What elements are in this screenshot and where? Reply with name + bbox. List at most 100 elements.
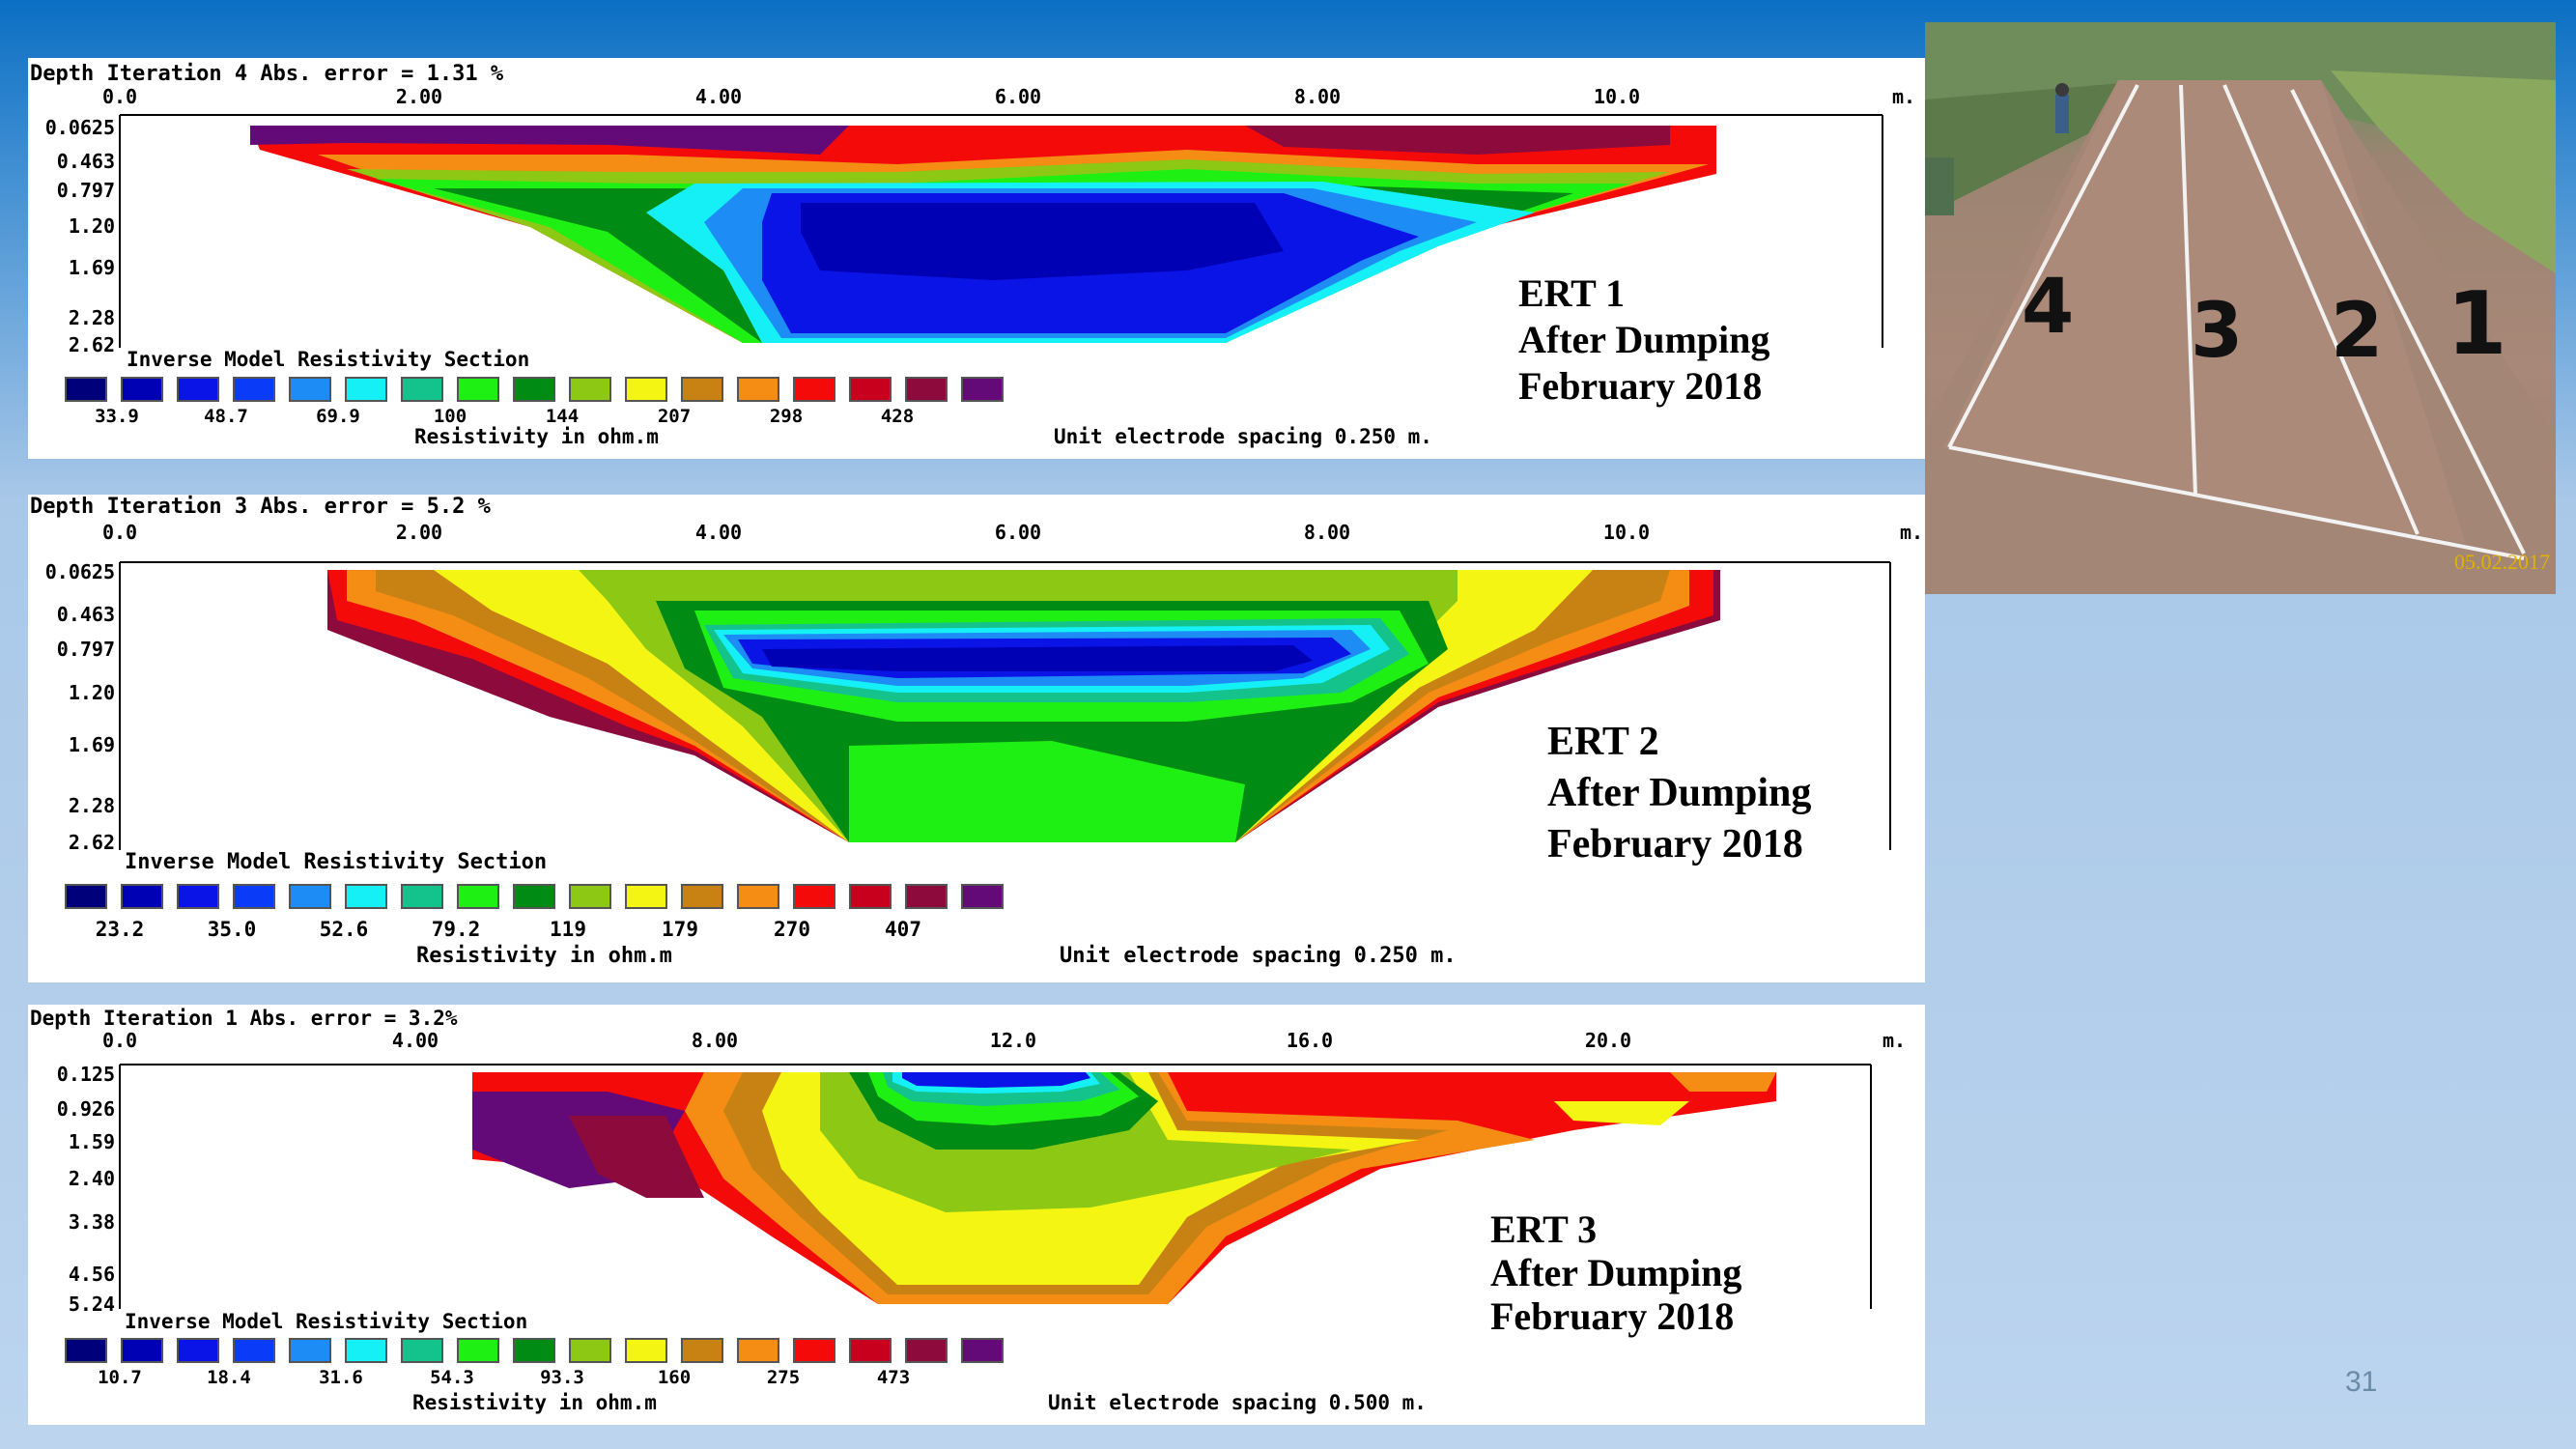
scale-swatch <box>289 1338 331 1363</box>
ert3-header: Depth Iteration 1 Abs. error = 3.2% <box>30 1007 458 1030</box>
ert3-x-label: 8.00 <box>691 1029 739 1052</box>
ert1-header: Depth Iteration 4 Abs. error = 1.31 % <box>30 62 504 86</box>
ert2-x-label: 0.0 <box>101 521 138 544</box>
photo-line-label: 3 <box>2191 288 2244 375</box>
ert2-axes <box>119 561 1891 850</box>
scale-swatch <box>401 1338 443 1363</box>
scale-swatch <box>121 377 163 402</box>
ert2-depth-label: 0.797 <box>56 638 115 661</box>
scale-swatch <box>65 377 107 402</box>
ert1-axes <box>119 114 1883 348</box>
scale-swatch <box>681 377 723 402</box>
scale-swatch <box>849 884 892 909</box>
scale-swatch <box>569 377 611 402</box>
ert1-x-label: 8.00 <box>1293 85 1342 108</box>
ert2-x-label: 2.00 <box>395 521 443 544</box>
ert1-scale-value: 33.9 <box>95 406 139 427</box>
ert3-scale-value: 160 <box>657 1367 692 1388</box>
ert3-x-label: 16.0 <box>1286 1029 1334 1052</box>
ert3-depth-label: 0.125 <box>56 1063 115 1086</box>
ert2-panel: Depth Iteration 3 Abs. error = 5.2 % 0.0… <box>28 495 1925 982</box>
scale-swatch <box>457 1338 499 1363</box>
scale-swatch <box>121 1338 163 1363</box>
scale-swatch <box>849 377 892 402</box>
ert3-scale-unit: Resistivity in ohm.m <box>412 1391 657 1414</box>
scale-swatch <box>177 1338 219 1363</box>
scale-swatch <box>345 377 387 402</box>
ert2-scale-value: 35.0 <box>207 918 257 941</box>
scale-swatch <box>737 1338 779 1363</box>
scale-swatch <box>737 884 779 909</box>
scale-swatch <box>793 884 835 909</box>
scale-swatch <box>513 1338 555 1363</box>
ert1-scale-value: 144 <box>545 406 580 427</box>
ert2-spacing: Unit electrode spacing 0.250 m. <box>1060 944 1457 968</box>
ert1-scale-value: 428 <box>880 406 915 427</box>
ert3-section <box>472 1072 1776 1304</box>
ert2-title-line: After Dumping <box>1547 771 1812 815</box>
photo-line-label: 2 <box>2331 288 2384 375</box>
ert2-title-line: February 2018 <box>1547 822 1803 867</box>
ert1-title-line: ERT 1 <box>1518 271 1626 315</box>
scale-swatch <box>289 377 331 402</box>
ert1-depth-label: 1.20 <box>68 214 115 238</box>
scale-swatch <box>65 884 107 909</box>
ert1-title-line: February 2018 <box>1518 364 1763 408</box>
scale-swatch <box>289 884 331 909</box>
scale-swatch <box>569 1338 611 1363</box>
ert3-scale-value: 54.3 <box>430 1367 474 1388</box>
ert2-depth-label: 0.463 <box>56 603 115 626</box>
ert2-scale-value: 407 <box>885 918 921 941</box>
ert1-x-label: 2.00 <box>395 85 443 108</box>
ert2-depth-label: 0.0625 <box>44 560 115 583</box>
ert1-depth-label: 1.69 <box>68 256 115 279</box>
scale-swatch <box>793 1338 835 1363</box>
scale-swatch <box>345 1338 387 1363</box>
ert1-x-label: 4.00 <box>694 85 743 108</box>
ert1-scale-value: 69.9 <box>316 406 360 427</box>
ert2-depth-label: 2.62 <box>68 831 115 854</box>
ert1-depth-label: 0.797 <box>56 179 115 202</box>
ert1-x-label: 6.00 <box>994 85 1042 108</box>
ert1-scale-value: 207 <box>657 406 692 427</box>
ert1-scale-value: 100 <box>433 406 467 427</box>
scale-swatch <box>233 884 275 909</box>
ert3-title: ERT 3 After Dumping February 2018 <box>1490 1208 1741 1338</box>
ert3-scale-value: 18.4 <box>207 1367 251 1388</box>
ert2-section-label: Inverse Model Resistivity Section <box>125 850 548 874</box>
ert3-title-line: ERT 3 <box>1490 1208 1598 1251</box>
ert2-scale-value: 79.2 <box>431 918 481 941</box>
ert2-x-unit: m. <box>1899 521 1924 544</box>
ert2-scale-value: 52.6 <box>319 918 369 941</box>
scale-swatch <box>457 377 499 402</box>
scale-swatch <box>177 377 219 402</box>
scale-swatch <box>569 884 611 909</box>
ert3-depth-label: 3.38 <box>68 1210 115 1234</box>
ert3-x-label: 0.0 <box>101 1029 138 1052</box>
ert1-title-line: After Dumping <box>1518 318 1770 361</box>
scale-swatch <box>345 884 387 909</box>
scale-swatch <box>65 1338 107 1363</box>
scale-swatch <box>513 884 555 909</box>
scale-swatch <box>233 1338 275 1363</box>
ert3-depth-label: 1.59 <box>68 1130 115 1153</box>
ert1-title: ERT 1 After Dumping February 2018 <box>1518 270 1769 410</box>
scale-swatch <box>401 377 443 402</box>
scale-swatch <box>961 377 1004 402</box>
ert1-spacing: Unit electrode spacing 0.250 m. <box>1054 425 1432 448</box>
ert1-scale-value: 298 <box>769 406 804 427</box>
ert3-axes <box>119 1064 1872 1309</box>
ert1-x-label: 0.0 <box>101 85 138 108</box>
ert1-depth-label: 0.463 <box>56 150 115 173</box>
ert3-x-label: 4.00 <box>391 1029 439 1052</box>
photo-line-label: 4 <box>2022 264 2075 351</box>
scale-swatch <box>681 1338 723 1363</box>
ert2-scale-value: 270 <box>774 918 810 941</box>
ert3-scale-value: 275 <box>766 1367 801 1388</box>
ert1-scale-value: 48.7 <box>204 406 248 427</box>
ert2-header: Depth Iteration 3 Abs. error = 5.2 % <box>30 495 491 519</box>
scale-swatch <box>401 884 443 909</box>
ert1-panel: Depth Iteration 4 Abs. error = 1.31 % 0.… <box>28 58 1925 459</box>
field-site-photo: 4 3 2 1 05.02.2017 <box>1925 22 2556 594</box>
scale-swatch <box>681 884 723 909</box>
